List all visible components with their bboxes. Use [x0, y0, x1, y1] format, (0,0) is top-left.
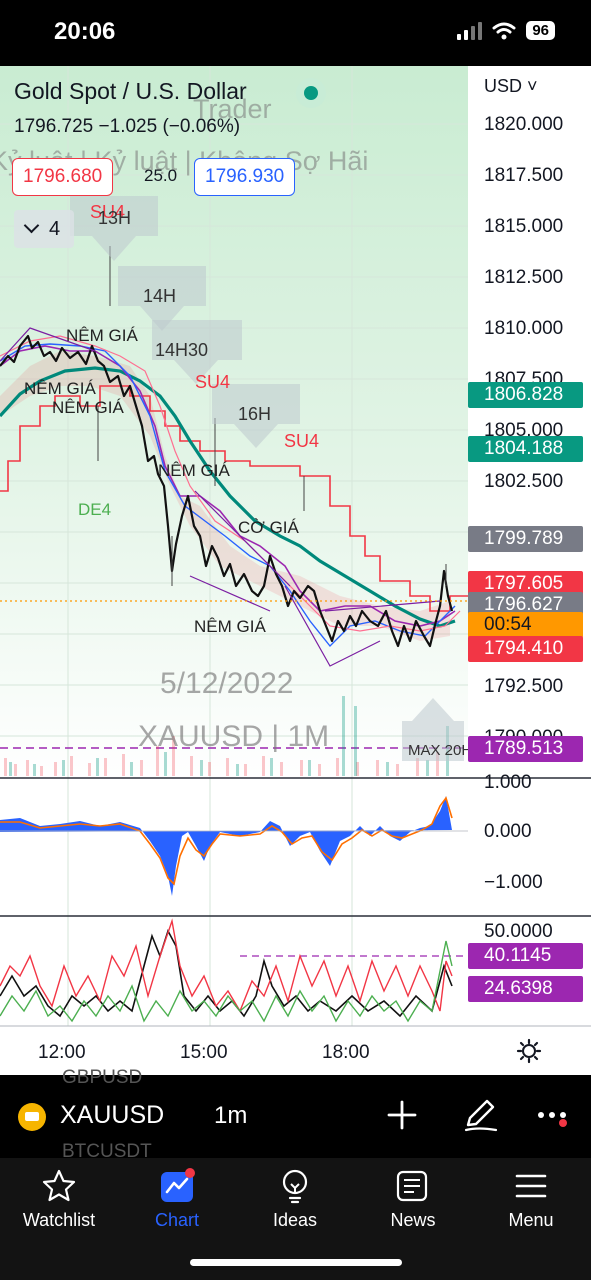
- label-nem-gia-2: NÊM GIÁ: [24, 379, 96, 398]
- chart-toolbar: GBPUSD BTCUSDT XAUUSD 1m: [0, 1067, 591, 1162]
- time-label: 18:00: [322, 1042, 370, 1063]
- teal-moving-average: [0, 366, 456, 628]
- label-14h30: 14H30: [155, 340, 209, 360]
- pen-icon[interactable]: [462, 1097, 498, 1133]
- label-su4: SU4: [90, 202, 126, 222]
- nav-label: Watchlist: [22, 1210, 96, 1230]
- osc1-label: 0.000: [484, 821, 532, 842]
- spread-value: 25.0: [144, 166, 178, 185]
- bottom-navigation: Watchlist Chart Ideas News: [0, 1158, 591, 1280]
- wedge-lines: [0, 327, 441, 667]
- home-indicator[interactable]: [190, 1259, 402, 1266]
- price-label: 1805.000: [484, 420, 564, 441]
- price-label: 1812.500: [484, 267, 564, 288]
- lightbulb-icon: [282, 1169, 308, 1204]
- currency-selector[interactable]: USD ˅: [484, 76, 538, 96]
- chart-area[interactable]: Gold Spot / U.S. Dollar 1796.725 −1.025 …: [0, 66, 591, 1075]
- symbol-search-button[interactable]: XAUUSD: [60, 1101, 165, 1129]
- osc2-black-line: [0, 928, 453, 1018]
- buy-price-button[interactable]: 1796.930: [194, 158, 296, 196]
- label-nem-gia-4: NÊM GIÁ: [158, 461, 230, 480]
- nav-label: News: [390, 1210, 436, 1230]
- osc1-label: 1.000: [484, 772, 532, 793]
- cellular-signal-icon: [457, 21, 483, 40]
- wifi-icon: [492, 22, 516, 39]
- interval-button[interactable]: 1m: [214, 1102, 248, 1129]
- price-label: 1802.500: [484, 471, 564, 492]
- label-max20h: MAX 20H: [408, 742, 473, 759]
- star-icon: [42, 1169, 76, 1202]
- status-bar: 20:06 96: [0, 0, 591, 66]
- label-su4-2: SU4: [195, 372, 231, 392]
- price-change: 1796.725 −1.025 (−0.06%): [14, 116, 241, 137]
- symbol-title[interactable]: Gold Spot / U.S. Dollar: [14, 78, 247, 104]
- label-nem-gia-5: NÊM GIÁ: [194, 617, 266, 636]
- nav-label: Ideas: [272, 1210, 318, 1230]
- ghost-watchlist-item: GBPUSD: [62, 1067, 143, 1088]
- battery-icon: 96: [526, 21, 555, 40]
- currency-label: USD: [484, 76, 523, 96]
- price-label: 1815.000: [484, 216, 564, 237]
- osc2-label: 50.0000: [484, 921, 553, 942]
- menu-icon: [515, 1174, 547, 1198]
- status-icons: 96: [457, 21, 555, 40]
- symbol-watermark: XAUUSD | 1M: [138, 720, 330, 753]
- price-label: 1817.500: [484, 165, 564, 186]
- price-label: 1792.500: [484, 676, 564, 697]
- nav-watchlist[interactable]: Watchlist: [0, 1168, 118, 1231]
- red-step-line: [0, 385, 468, 612]
- sell-price-button[interactable]: 1796.680: [12, 158, 114, 196]
- price-tag-gray: 1799.789: [468, 526, 583, 552]
- volume-bars: [4, 736, 439, 776]
- nav-menu[interactable]: Menu: [472, 1168, 590, 1231]
- indicators-toggle-button[interactable]: 4: [14, 210, 74, 248]
- price-label: 1820.000: [484, 114, 564, 135]
- label-13h: 13H: [98, 208, 132, 228]
- purple-moving-average: [0, 345, 456, 627]
- time-label: 15:00: [180, 1042, 228, 1063]
- price-tag-green: 1806.828: [468, 382, 583, 408]
- label-su4-3: SU4: [284, 431, 320, 451]
- osc2-green-line: [0, 940, 453, 1023]
- ghost-watchlist-item: BTCUSDT: [62, 1141, 152, 1162]
- chevron-down-icon: [23, 217, 40, 234]
- nav-label: Menu: [508, 1210, 554, 1230]
- market-open-indicator[interactable]: [296, 78, 326, 108]
- nav-ideas[interactable]: Ideas: [236, 1168, 354, 1231]
- label-nem-gia-1: NÊM GIÁ: [66, 326, 138, 345]
- status-time: 20:06: [54, 18, 116, 45]
- time-label: 12:00: [38, 1042, 86, 1063]
- osc2-tag-red: 24.6398: [468, 976, 583, 1002]
- chart-icon: [161, 1168, 195, 1202]
- label-nem-gia-3: NÊM GIÁ: [52, 398, 124, 417]
- drawing-markers: [70, 196, 464, 761]
- price-tag-red: 1794.410: [468, 636, 583, 662]
- price-tag-green: 1804.188: [468, 436, 583, 462]
- indicators-count: 4: [49, 218, 61, 240]
- more-icon[interactable]: [536, 1107, 572, 1127]
- nav-news[interactable]: News: [354, 1168, 472, 1231]
- osc2-tag-purple: 40.1145: [468, 943, 583, 969]
- date-watermark: 5/12/2022: [160, 667, 294, 700]
- gear-icon[interactable]: [516, 1038, 542, 1064]
- nav-label: Chart: [154, 1210, 199, 1230]
- grid-lines: [0, 66, 468, 1026]
- nav-chart[interactable]: Chart: [118, 1168, 236, 1231]
- watermark-trader: Trader: [193, 94, 272, 124]
- plus-icon[interactable]: [386, 1099, 418, 1131]
- bar-countdown: 00:54: [468, 612, 583, 638]
- price-candles: [0, 334, 454, 648]
- label-de4: DE4: [78, 500, 112, 519]
- label-co-gia: CỜ GIÁ: [238, 518, 299, 537]
- osc1-label: −1.000: [484, 872, 543, 893]
- price-tag-purple: 1789.513: [468, 736, 583, 762]
- label-16h: 16H: [238, 404, 272, 424]
- price-label: 1810.000: [484, 318, 564, 339]
- label-14h: 14H: [143, 286, 177, 306]
- osc2-red-line: [0, 918, 453, 1013]
- oscillator-signal-line: [0, 796, 453, 886]
- newspaper-icon: [396, 1170, 428, 1202]
- gold-bars-icon[interactable]: [18, 1103, 46, 1131]
